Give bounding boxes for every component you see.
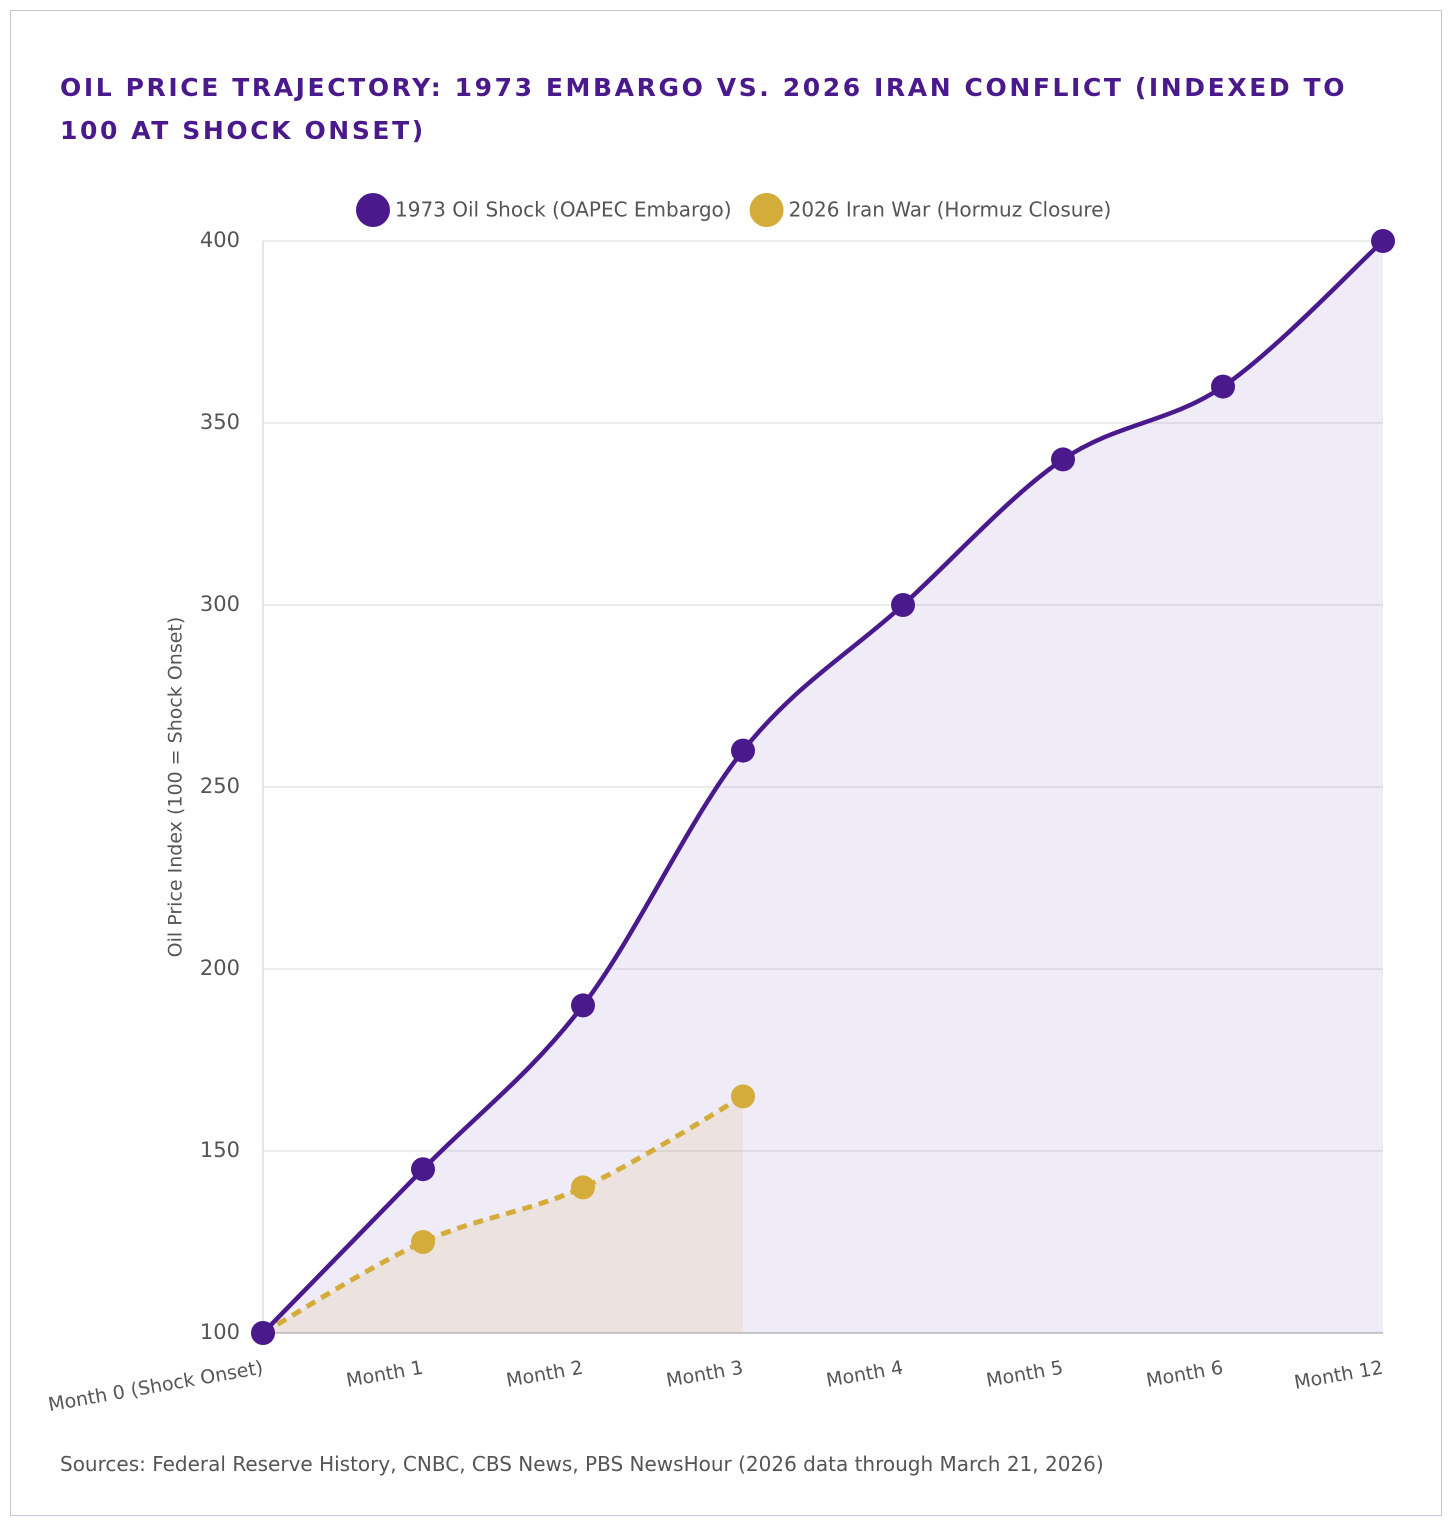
point	[891, 593, 915, 617]
source-note: Sources: Federal Reserve History, CNBC, …	[60, 1452, 1104, 1476]
point	[731, 738, 755, 763]
legend-label: 1973 Oil Shock (OAPEC Embargo)	[395, 198, 732, 222]
point	[1371, 229, 1395, 253]
point	[411, 1157, 435, 1182]
point	[571, 1175, 595, 1200]
frame	[10, 10, 1442, 1516]
x-tick-label: Month 3	[664, 1357, 744, 1392]
x-tick-label: Month 5	[984, 1357, 1064, 1392]
y-tick-label: 150	[200, 1138, 240, 1162]
x-tick-label: Month 6	[1144, 1357, 1224, 1392]
point	[731, 1084, 755, 1109]
y-tick-label: 100	[200, 1320, 240, 1344]
y-tick-label: 350	[200, 410, 240, 434]
point	[411, 1230, 435, 1254]
point	[1211, 374, 1235, 399]
y-tick-label: 300	[200, 592, 240, 616]
x-tick-label: Month 4	[824, 1357, 904, 1392]
legend-label: 2026 Iran War (Hormuz Closure)	[789, 198, 1112, 222]
y-tick-label: 200	[200, 956, 240, 980]
y-axis-label: Oil Price Index (100 = Shock Onset)	[165, 617, 187, 958]
point	[1051, 447, 1075, 472]
y-tick-label: 400	[200, 228, 240, 252]
series-line	[261, 239, 1385, 1335]
x-tick-label: Month 1	[344, 1357, 424, 1392]
x-tick-label: Month 12	[1293, 1357, 1385, 1394]
x-tick-label: Month 2	[504, 1357, 584, 1392]
legend-swatch	[356, 193, 390, 227]
point	[251, 1321, 275, 1345]
x-tick-label: Month 0 (Shock Onset)	[47, 1357, 265, 1416]
chart-title: Oil Price Trajectory: 1973 Embargo vs. 2…	[60, 73, 1348, 145]
y-tick-label: 250	[200, 774, 240, 798]
point	[571, 993, 595, 1018]
series-area	[263, 241, 1383, 1333]
series-area	[263, 1096, 743, 1333]
legend-swatch	[749, 193, 784, 227]
